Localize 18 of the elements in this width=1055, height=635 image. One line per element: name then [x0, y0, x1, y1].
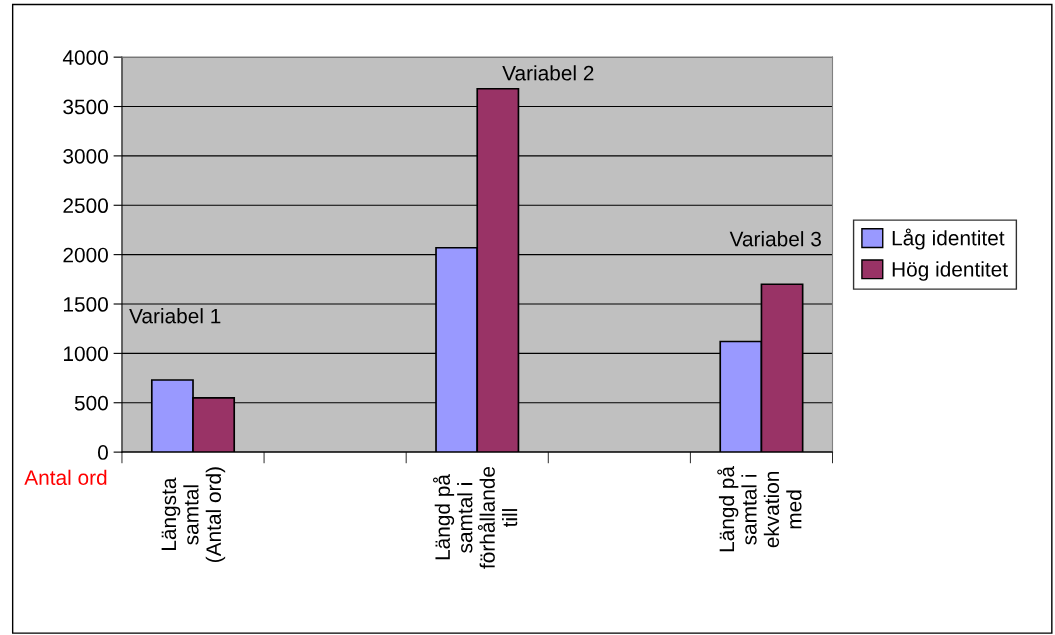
annotation: Variabel 2: [502, 65, 594, 81]
legend-label: Hög identitet: [892, 261, 1008, 281]
y-tick-label: 0: [97, 445, 108, 460]
x-tick-label: Längd på samtal i förhållande till: [433, 466, 518, 569]
y-tick-label: 3500: [63, 99, 108, 115]
x-tick-label: Längd på samtal i ekvation med: [717, 466, 802, 552]
y-tick-label: 1000: [64, 346, 108, 362]
y-tick-label: 2000: [63, 247, 108, 263]
y-tick-label: 4000: [62, 50, 108, 65]
annotation: Variabel 3: [729, 231, 821, 247]
y-tick-label: 500: [74, 395, 108, 411]
x-tick-label: Längsta samtal (Antal ord): [161, 467, 226, 562]
legend-label: Låg identitet: [892, 228, 1005, 250]
y-tick-label: 3000: [63, 148, 108, 164]
y-tick-label: 1500: [64, 297, 108, 312]
text: Antal ord: [24, 469, 107, 486]
y-tick-label: 2500: [63, 198, 108, 214]
annotation: Variabel 1: [129, 308, 221, 324]
